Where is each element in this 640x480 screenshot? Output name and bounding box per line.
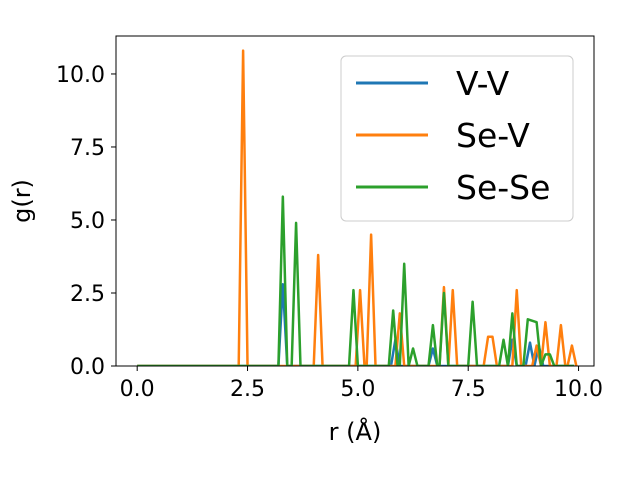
legend: V-V Se-V Se-Se xyxy=(340,55,574,222)
x-tick-label: 7.5 xyxy=(451,377,486,402)
legend-box xyxy=(340,55,574,222)
series-line-3 xyxy=(137,195,575,366)
series-line-2 xyxy=(137,49,578,366)
x-tick-label: 10.0 xyxy=(554,377,603,402)
legend-label: Se-Se xyxy=(456,168,550,207)
plot-frame xyxy=(115,35,595,367)
series-layer xyxy=(137,49,578,366)
y-tick-label: 0.0 xyxy=(70,355,105,380)
y-tick-label: 5.0 xyxy=(70,209,105,234)
y-tick-label: 2.5 xyxy=(70,282,105,307)
x-axis-label: r (Å) xyxy=(329,417,382,446)
y-tick-label: 10.0 xyxy=(56,63,105,88)
y-axis-label: g(r) xyxy=(8,179,36,223)
y-tick-label: 7.5 xyxy=(70,136,105,161)
series-line-1 xyxy=(137,282,575,366)
x-tick-label: 5.0 xyxy=(340,377,375,402)
legend-label: V-V xyxy=(456,64,510,103)
x-tick-label: 0.0 xyxy=(120,377,155,402)
axes-layer: 0.0 2.5 5.0 7.5 10.0 0.0 2.5 5.0 7.5 10.0 r (Å) g(r… xyxy=(8,35,603,446)
x-tick-label: 2.5 xyxy=(230,377,265,402)
legend-label: Se-V xyxy=(456,116,530,155)
